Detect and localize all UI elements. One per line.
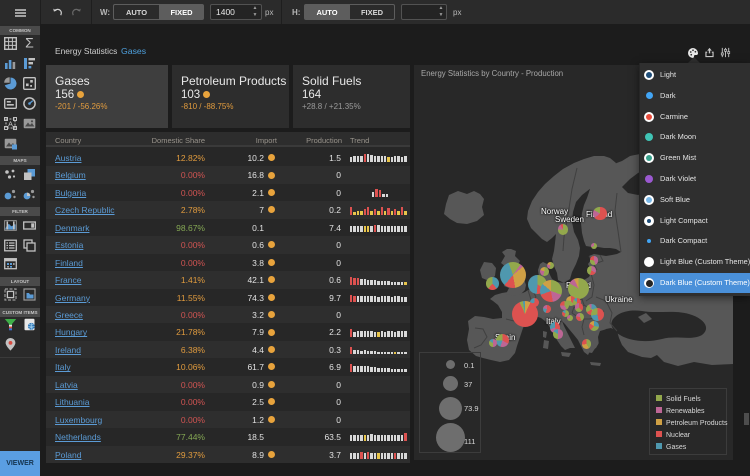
svg-text:A: A bbox=[8, 119, 13, 128]
svg-text:Σ: Σ bbox=[25, 36, 34, 49]
